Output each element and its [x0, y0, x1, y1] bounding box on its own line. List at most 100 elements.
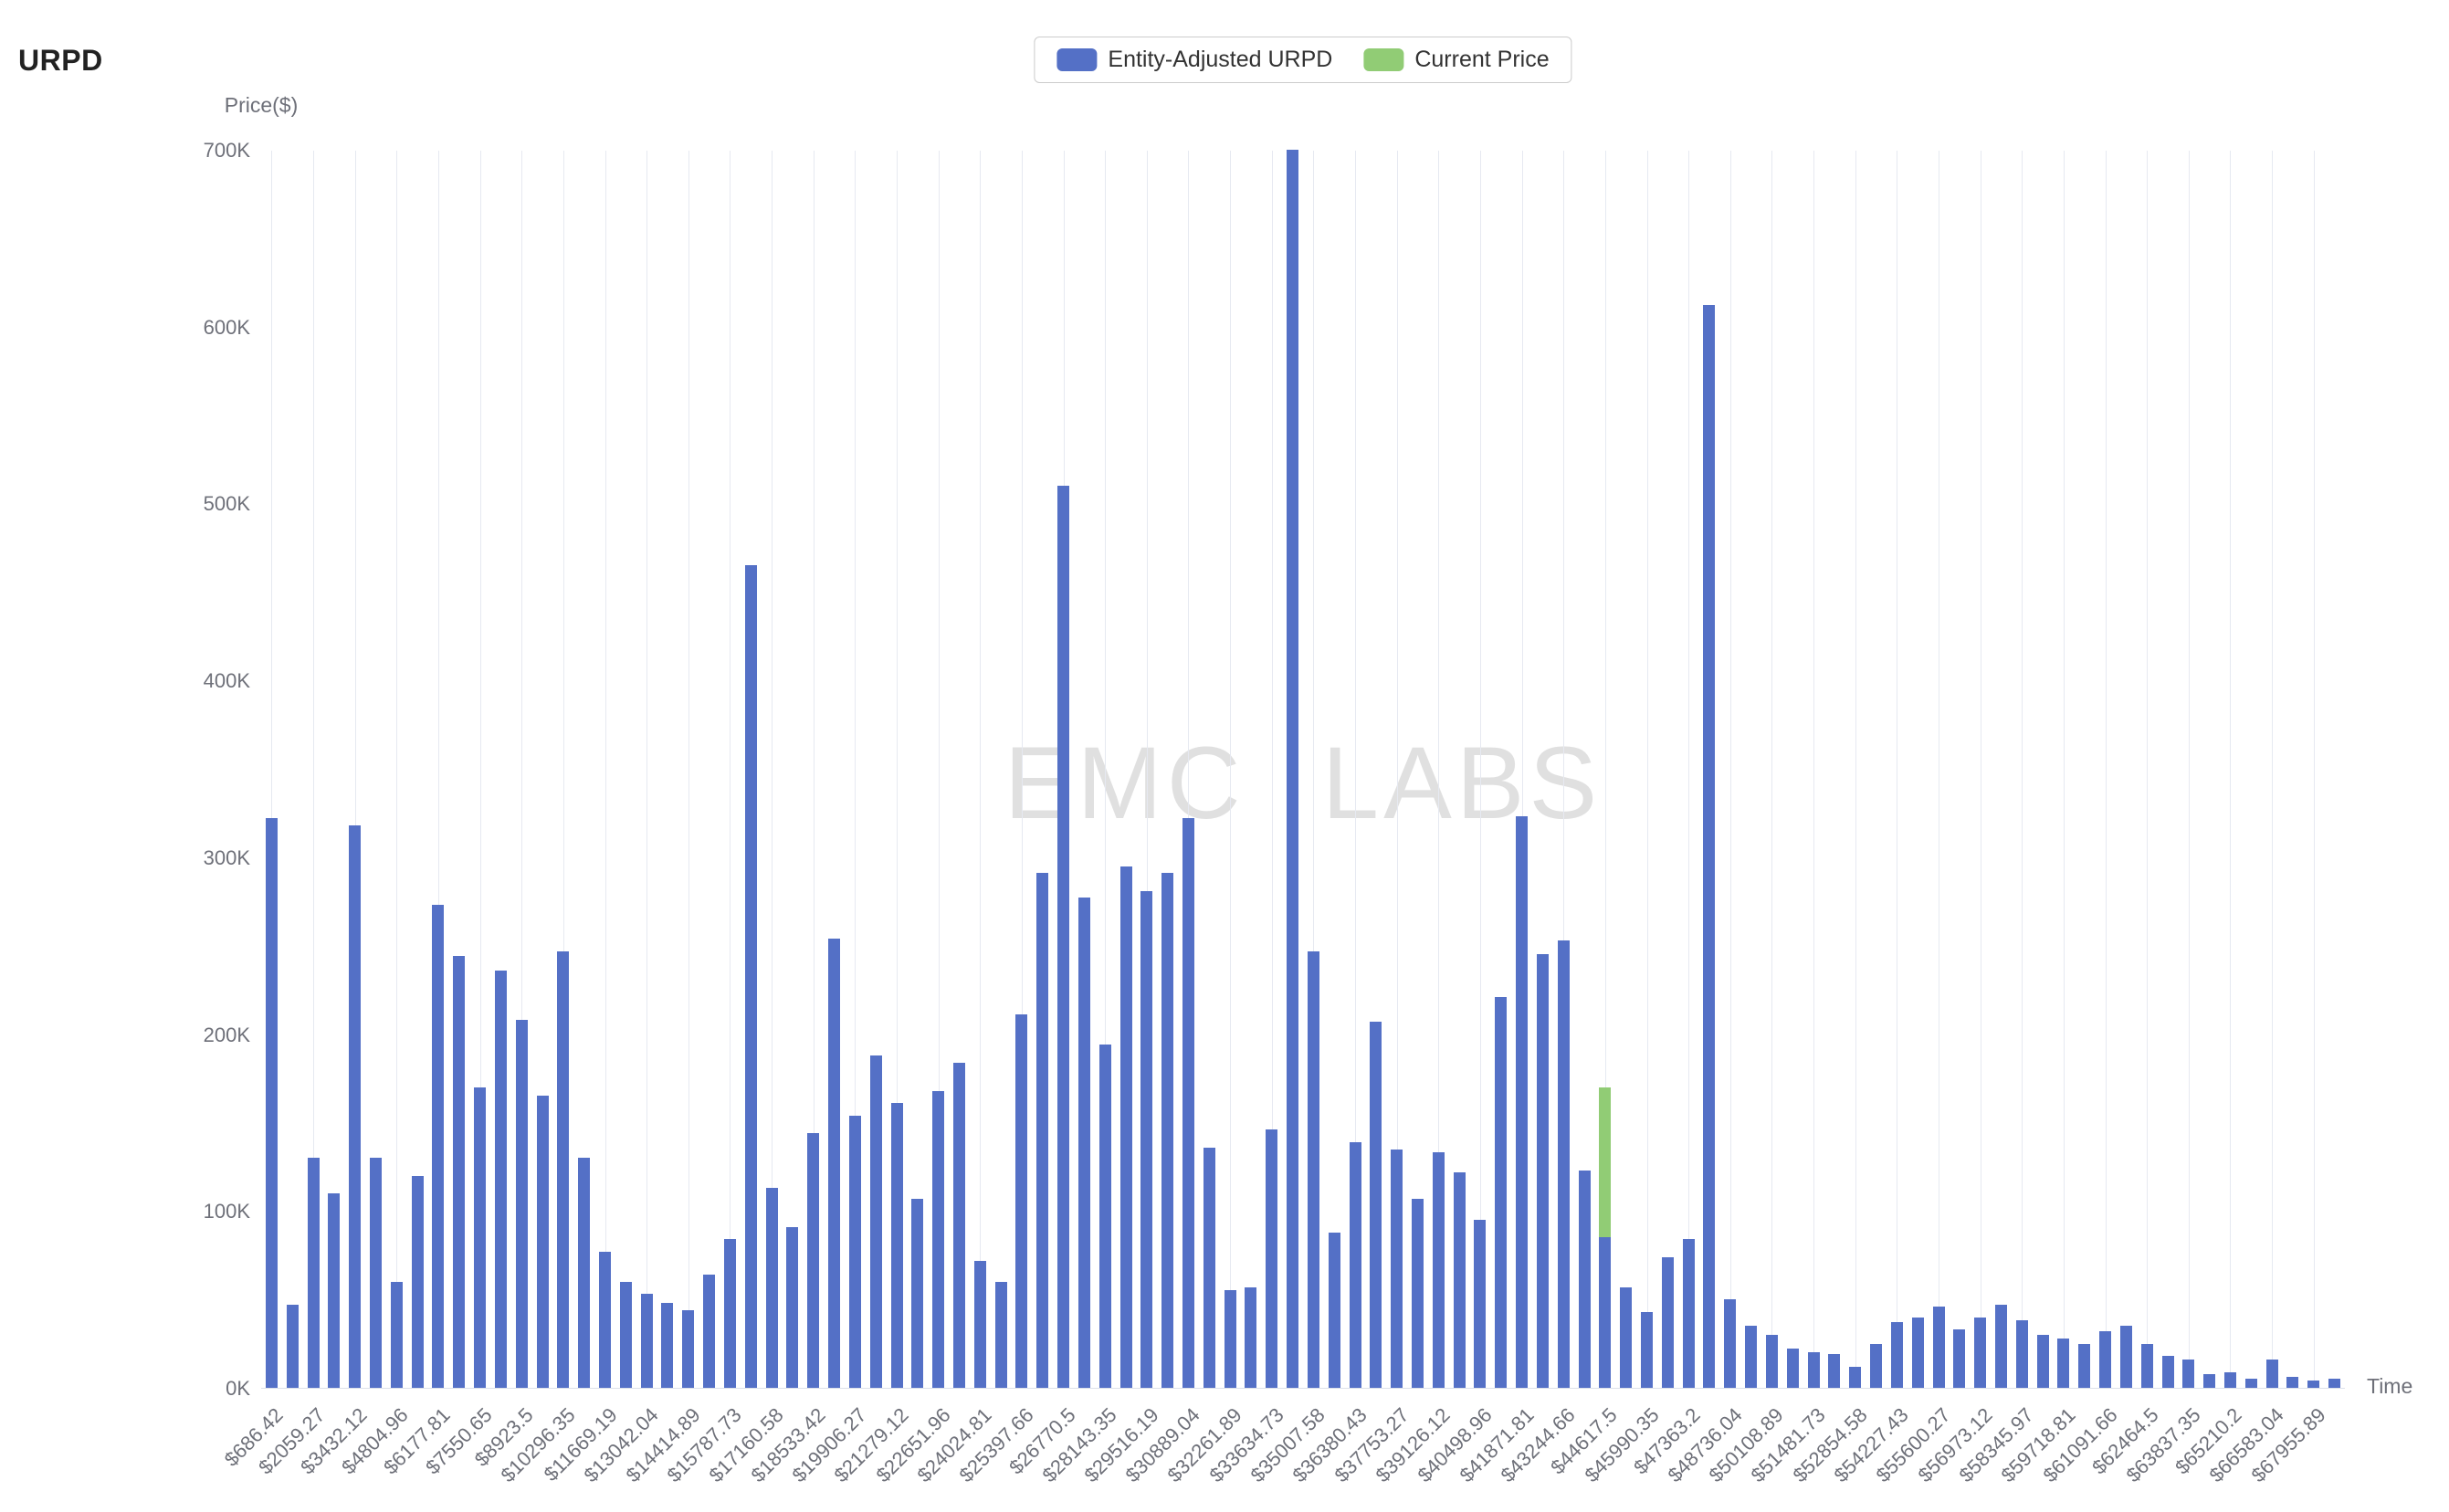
- urpd-bar[interactable]: [307, 1158, 320, 1388]
- urpd-bar[interactable]: [578, 1158, 591, 1388]
- urpd-bar[interactable]: [2036, 1334, 2049, 1388]
- urpd-bar[interactable]: [973, 1260, 986, 1388]
- urpd-bar[interactable]: [2099, 1331, 2112, 1388]
- urpd-bar[interactable]: [744, 565, 757, 1388]
- urpd-bar[interactable]: [2203, 1373, 2216, 1388]
- urpd-bar[interactable]: [1994, 1304, 2007, 1388]
- urpd-bar[interactable]: [1932, 1306, 1945, 1388]
- urpd-bar[interactable]: [1036, 873, 1049, 1388]
- urpd-bar[interactable]: [1974, 1317, 1987, 1388]
- urpd-bar[interactable]: [1682, 1239, 1695, 1388]
- urpd-bar[interactable]: [1578, 1170, 1591, 1388]
- urpd-bar[interactable]: [2244, 1379, 2257, 1388]
- legend-item-urpd[interactable]: Entity-Adjusted URPD: [1056, 47, 1332, 73]
- urpd-bar[interactable]: [1599, 1237, 1612, 1388]
- urpd-bar[interactable]: [1015, 1014, 1028, 1388]
- urpd-bar[interactable]: [1328, 1232, 1340, 1388]
- urpd-bar[interactable]: [474, 1087, 487, 1388]
- urpd-bar[interactable]: [2119, 1326, 2132, 1388]
- urpd-bar[interactable]: [370, 1158, 382, 1388]
- urpd-bar[interactable]: [1245, 1286, 1257, 1388]
- urpd-bar[interactable]: [1077, 898, 1090, 1388]
- urpd-bar[interactable]: [536, 1096, 549, 1388]
- urpd-bar[interactable]: [848, 1115, 861, 1388]
- urpd-bar[interactable]: [1412, 1198, 1424, 1388]
- urpd-bar[interactable]: [515, 1020, 528, 1388]
- urpd-bar[interactable]: [265, 818, 278, 1388]
- urpd-bar[interactable]: [1745, 1326, 1758, 1388]
- urpd-bar[interactable]: [1391, 1149, 1403, 1388]
- urpd-bar[interactable]: [1890, 1322, 1903, 1388]
- urpd-bar[interactable]: [1495, 996, 1508, 1388]
- urpd-bar[interactable]: [703, 1275, 716, 1388]
- urpd-bar[interactable]: [2140, 1343, 2153, 1388]
- urpd-bar[interactable]: [2161, 1356, 2174, 1388]
- urpd-bar[interactable]: [1703, 305, 1716, 1388]
- urpd-bar[interactable]: [619, 1281, 632, 1388]
- urpd-bar[interactable]: [1870, 1343, 1883, 1388]
- urpd-bar[interactable]: [2223, 1371, 2236, 1388]
- urpd-bar[interactable]: [786, 1226, 799, 1388]
- urpd-bar[interactable]: [1203, 1147, 1215, 1388]
- urpd-bar[interactable]: [1474, 1219, 1487, 1388]
- urpd-bar[interactable]: [1953, 1329, 1966, 1388]
- urpd-bar[interactable]: [1287, 150, 1299, 1388]
- urpd-bar[interactable]: [1557, 940, 1570, 1388]
- urpd-bar[interactable]: [2328, 1379, 2341, 1388]
- urpd-bar[interactable]: [1661, 1256, 1674, 1388]
- urpd-bar[interactable]: [1849, 1366, 1862, 1388]
- urpd-bar[interactable]: [1432, 1152, 1445, 1388]
- urpd-bar[interactable]: [869, 1055, 882, 1388]
- urpd-bar[interactable]: [453, 956, 466, 1388]
- urpd-bar[interactable]: [640, 1294, 653, 1388]
- urpd-bar[interactable]: [1057, 486, 1070, 1388]
- urpd-bar[interactable]: [1349, 1141, 1361, 1388]
- urpd-bar[interactable]: [2015, 1320, 2028, 1388]
- urpd-bar[interactable]: [2265, 1360, 2278, 1388]
- urpd-bar[interactable]: [661, 1303, 674, 1388]
- urpd-bar[interactable]: [994, 1281, 1007, 1388]
- urpd-bar[interactable]: [1140, 890, 1153, 1388]
- urpd-bar[interactable]: [1266, 1129, 1278, 1388]
- urpd-bar[interactable]: [682, 1309, 695, 1388]
- urpd-bar[interactable]: [828, 938, 841, 1388]
- urpd-bar[interactable]: [432, 905, 445, 1388]
- urpd-bar[interactable]: [1724, 1299, 1737, 1388]
- urpd-bar[interactable]: [390, 1281, 403, 1388]
- urpd-bar[interactable]: [765, 1188, 778, 1388]
- urpd-bar[interactable]: [952, 1062, 965, 1388]
- urpd-bar[interactable]: [2182, 1360, 2195, 1388]
- urpd-bar[interactable]: [2057, 1338, 2070, 1388]
- urpd-bar[interactable]: [349, 825, 362, 1388]
- urpd-bar[interactable]: [1119, 866, 1132, 1388]
- urpd-bar[interactable]: [1911, 1317, 1924, 1388]
- legend-item-current-price[interactable]: Current Price: [1363, 47, 1550, 73]
- urpd-bar[interactable]: [1828, 1354, 1841, 1388]
- urpd-bar[interactable]: [1807, 1352, 1820, 1388]
- urpd-bar[interactable]: [2286, 1377, 2299, 1388]
- urpd-bar[interactable]: [1224, 1290, 1236, 1388]
- urpd-bar[interactable]: [411, 1175, 424, 1388]
- urpd-bar[interactable]: [1182, 818, 1194, 1388]
- urpd-bar[interactable]: [328, 1192, 341, 1388]
- urpd-bar[interactable]: [723, 1239, 736, 1388]
- urpd-bar[interactable]: [932, 1090, 945, 1388]
- urpd-bar[interactable]: [2307, 1381, 2320, 1388]
- urpd-bar[interactable]: [1161, 873, 1174, 1388]
- urpd-bar[interactable]: [286, 1304, 299, 1388]
- urpd-bar[interactable]: [2078, 1343, 2091, 1388]
- urpd-bar[interactable]: [1641, 1311, 1654, 1388]
- urpd-bar[interactable]: [1516, 816, 1529, 1388]
- urpd-bar[interactable]: [1620, 1286, 1633, 1388]
- urpd-bar[interactable]: [911, 1198, 924, 1388]
- urpd-bar[interactable]: [1307, 950, 1319, 1388]
- urpd-bar[interactable]: [890, 1103, 903, 1388]
- urpd-bar[interactable]: [1453, 1171, 1466, 1388]
- urpd-bar[interactable]: [557, 950, 570, 1388]
- urpd-bar[interactable]: [1765, 1334, 1778, 1388]
- urpd-bar[interactable]: [807, 1133, 820, 1388]
- urpd-bar[interactable]: [1370, 1022, 1382, 1388]
- urpd-bar[interactable]: [1536, 954, 1549, 1388]
- urpd-bar[interactable]: [599, 1251, 612, 1388]
- urpd-bar[interactable]: [1786, 1349, 1799, 1388]
